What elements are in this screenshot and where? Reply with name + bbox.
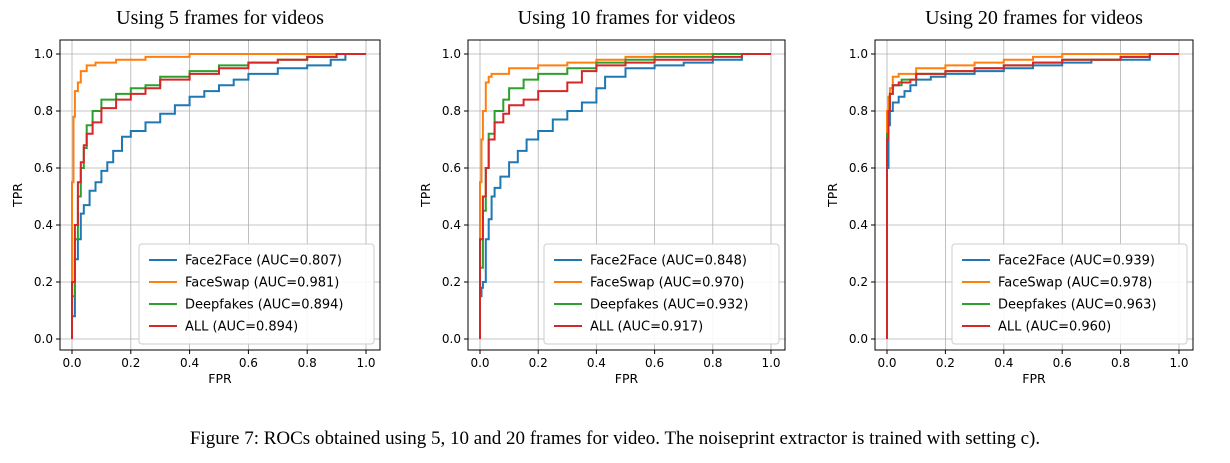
legend-label-all: ALL (AUC=0.960) <box>998 320 1111 335</box>
roc-curve-all <box>71 53 366 339</box>
y-tick-label: 0.0 <box>442 332 461 346</box>
x-axis-label: FPR <box>1022 371 1046 386</box>
y-tick-label: 0.2 <box>442 275 461 289</box>
y-tick-label: 0.2 <box>849 275 868 289</box>
panel-title: Using 5 frames for videos <box>116 7 324 29</box>
panel-title: Using 20 frames for videos <box>925 7 1143 29</box>
x-tick-label: 0.0 <box>470 356 489 370</box>
y-tick-label: 0.4 <box>34 218 53 232</box>
x-tick-label: 0.0 <box>877 356 896 370</box>
legend: Face2Face (AUC=0.807) FaceSwap (AUC=0.981… <box>138 243 375 345</box>
roc-curve-faceswap <box>71 53 366 339</box>
legend-label-face2face: Face2Face (AUC=0.848) <box>590 254 747 269</box>
x-tick-label: 0.0 <box>62 356 81 370</box>
legend-box <box>138 243 375 345</box>
roc-panel-1: Using 5 frames for videos 0.0 0.0 0.2 0.2 0.4… <box>10 7 381 386</box>
roc-curve-face2face <box>479 53 771 339</box>
x-tick-label: 1.0 <box>356 356 375 370</box>
x-tick-label: 0.4 <box>587 356 606 370</box>
x-tick-label: 0.4 <box>994 356 1013 370</box>
legend-box <box>951 243 1188 345</box>
x-tick-label: 0.2 <box>121 356 140 370</box>
legend: Face2Face (AUC=0.939) FaceSwap (AUC=0.978… <box>951 243 1188 345</box>
legend-label-all: ALL (AUC=0.917) <box>590 320 703 335</box>
legend-label-deepfakes: Deepfakes (AUC=0.932) <box>590 298 749 313</box>
y-tick-label: 0.4 <box>849 218 868 232</box>
figure-caption: Figure 7: ROCs obtained using 5, 10 and … <box>189 428 1041 449</box>
y-tick-label: 0.6 <box>34 161 53 175</box>
y-tick-label: 1.0 <box>442 47 461 61</box>
y-tick-label: 0.8 <box>442 104 461 118</box>
legend-label-face2face: Face2Face (AUC=0.807) <box>185 254 342 269</box>
legend-box <box>543 243 780 345</box>
y-tick-label: 0.6 <box>849 161 868 175</box>
axes-frame <box>467 39 786 351</box>
x-tick-label: 0.2 <box>936 356 955 370</box>
legend-label-all: ALL (AUC=0.894) <box>185 320 298 335</box>
x-tick-label: 0.8 <box>703 356 722 370</box>
axes-frame <box>59 39 381 351</box>
y-tick-label: 1.0 <box>849 47 868 61</box>
legend-label-faceswap: FaceSwap (AUC=0.978) <box>998 276 1152 291</box>
panel-title: Using 10 frames for videos <box>518 7 736 29</box>
figure: Using 5 frames for videos 0.0 0.0 0.2 0.2 0.4… <box>10 7 1194 386</box>
legend-label-faceswap: FaceSwap (AUC=0.981) <box>185 276 339 291</box>
x-tick-label: 0.4 <box>180 356 199 370</box>
roc-curve-faceswap <box>479 53 771 339</box>
x-tick-label: 0.8 <box>298 356 317 370</box>
y-tick-label: 0.0 <box>34 332 53 346</box>
y-tick-label: 0.6 <box>442 161 461 175</box>
roc-curve-all <box>479 53 771 339</box>
roc-curve-all <box>886 53 1179 339</box>
legend-label-deepfakes: Deepfakes (AUC=0.963) <box>998 298 1157 313</box>
roc-curve-face2face <box>71 53 366 339</box>
x-tick-label: 0.8 <box>1111 356 1130 370</box>
x-tick-label: 1.0 <box>1169 356 1188 370</box>
y-axis-label: TPR <box>10 183 25 208</box>
legend: Face2Face (AUC=0.848) FaceSwap (AUC=0.970… <box>543 243 780 345</box>
x-tick-label: 1.0 <box>761 356 780 370</box>
y-axis-label: TPR <box>825 183 840 208</box>
x-tick-label: 0.6 <box>645 356 664 370</box>
legend-label-faceswap: FaceSwap (AUC=0.970) <box>590 276 744 291</box>
y-axis-label: TPR <box>418 183 433 208</box>
legend-label-face2face: Face2Face (AUC=0.939) <box>998 254 1155 269</box>
x-tick-label: 0.6 <box>1053 356 1072 370</box>
x-axis-label: FPR <box>615 371 639 386</box>
x-tick-label: 0.2 <box>529 356 548 370</box>
axes-frame <box>874 39 1194 351</box>
x-tick-label: 0.6 <box>239 356 258 370</box>
roc-panel-2: Using 10 frames for videos 0.0 0.0 0.2 0.2 0.… <box>418 7 786 386</box>
roc-panel-3: Using 20 frames for videos 0.0 0.0 0.2 0.2 0.… <box>825 7 1194 386</box>
y-tick-label: 0.8 <box>849 104 868 118</box>
y-tick-label: 1.0 <box>34 47 53 61</box>
legend-label-deepfakes: Deepfakes (AUC=0.894) <box>185 298 344 313</box>
y-tick-label: 0.4 <box>442 218 461 232</box>
y-tick-label: 0.0 <box>849 332 868 346</box>
x-axis-label: FPR <box>208 371 232 386</box>
y-tick-label: 0.2 <box>34 275 53 289</box>
y-tick-label: 0.8 <box>34 104 53 118</box>
